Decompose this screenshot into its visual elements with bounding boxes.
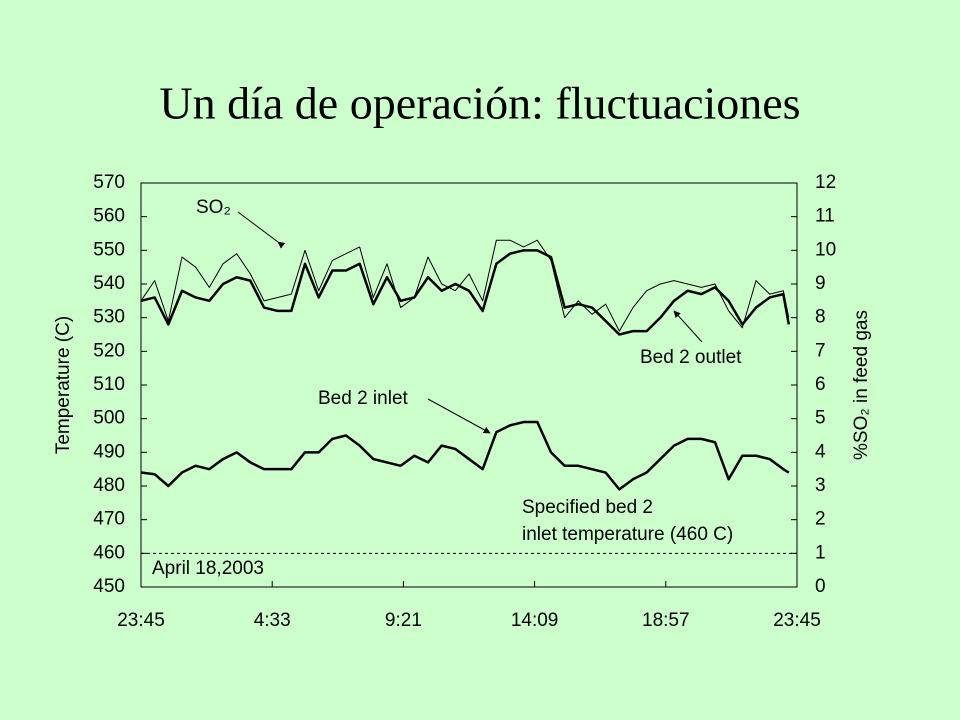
annotation: Bed 2 inlet [318,388,409,409]
y-tick-label: 540 [93,273,125,294]
y-tick-label: 460 [93,542,125,563]
x-tick-label: 9:21 [385,610,422,631]
y-axis-label: Temperature (C) [53,316,74,454]
y-tick-label: 570 [93,172,125,193]
annotation: Bed 2 outlet [640,347,742,368]
y-tick-label: 560 [93,206,125,227]
x-tick-label: 4:33 [254,610,291,631]
y2-tick-label: 9 [815,273,826,294]
y-tick-label: 550 [93,239,125,260]
y2-tick-label: 7 [815,340,826,361]
x-tick-label: 18:57 [642,610,690,631]
y-tick-label: 480 [93,475,125,496]
y-tick-label: 470 [93,509,125,530]
y2-tick-label: 0 [815,576,826,597]
y-tick-label: 530 [93,307,125,328]
y2-axis-label: %SO₂ in feed gas [851,310,872,460]
y-tick-label: 490 [93,441,125,462]
x-tick-label: 23:45 [773,610,821,631]
y2-tick-label: 4 [815,441,826,462]
y2-tick-label: 6 [815,374,826,395]
annotation: inlet temperature (460 C) [522,524,733,545]
arrow [427,398,491,434]
y2-tick-label: 12 [815,172,836,193]
series-line [140,249,791,336]
annotation: Specified bed 2 [522,497,653,518]
y-tick-label: 500 [93,408,125,429]
y-tick-label: 520 [93,340,125,361]
y2-tick-label: 11 [815,206,835,227]
y2-tick-label: 10 [815,239,836,260]
annotation: April 18,2003 [152,558,264,579]
y2-tick-label: 3 [815,475,826,496]
series-line [140,239,790,332]
arrow [237,211,286,249]
y2-tick-label: 1 [815,542,826,563]
x-tick-label: 23:45 [117,610,165,631]
annotation: SO₂ [196,197,231,218]
series-line [140,420,790,491]
y2-tick-label: 8 [815,307,826,328]
y-tick-label: 450 [93,576,125,597]
x-tick-label: 14:09 [511,610,559,631]
chart-title: Un día de operación: fluctuaciones [159,78,800,129]
y2-tick-label: 2 [815,509,826,530]
y2-tick-label: 5 [815,408,826,429]
y-tick-label: 510 [93,374,125,395]
arrow [673,310,703,343]
